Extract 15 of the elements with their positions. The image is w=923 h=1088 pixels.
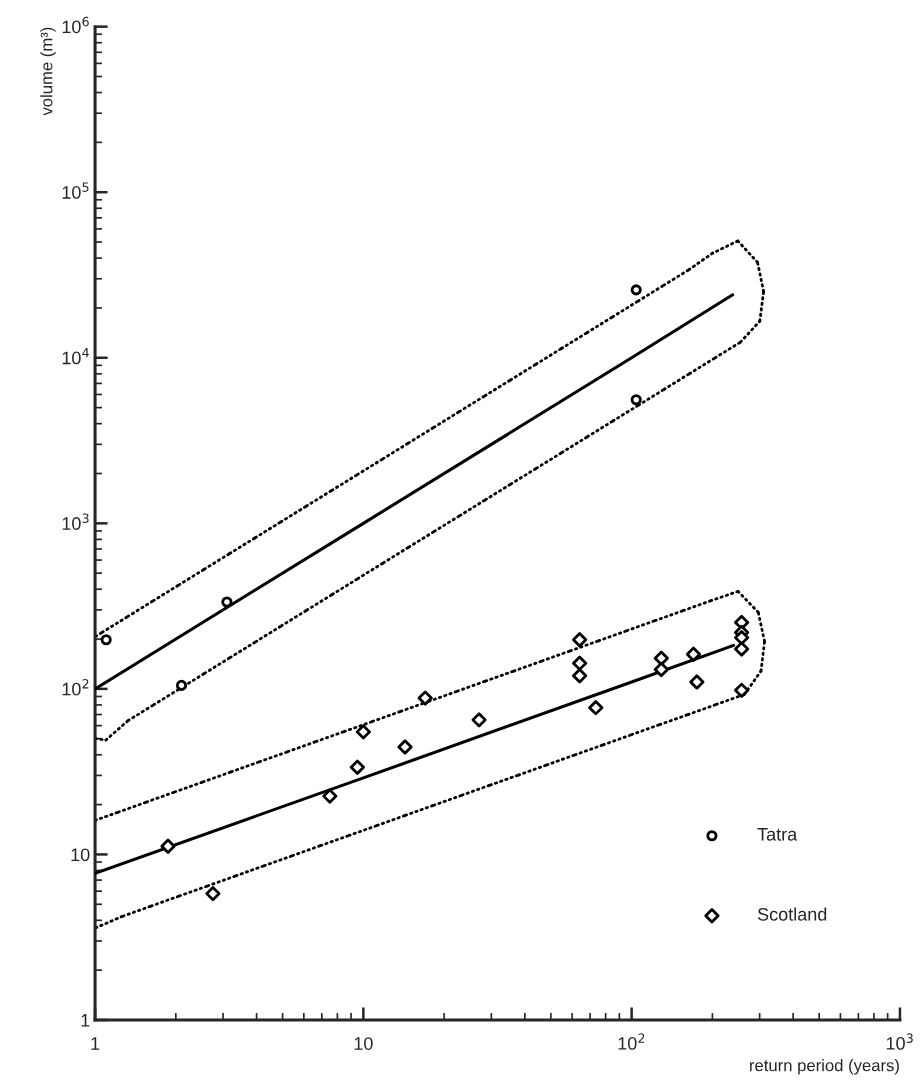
y-tick-label: 10$^{6}$ <box>62 16 89 34</box>
x-tick-label: 10$^{2}$ <box>618 1033 645 1050</box>
legend-label: Scotland <box>757 907 827 921</box>
y-tick-label: 10$^{3}$ <box>62 513 89 530</box>
x-tick-label: 10 <box>354 1037 373 1050</box>
y-axis-title: volume (m³) <box>40 27 56 116</box>
x-tick-label: 10$^{3}$ <box>886 1033 913 1050</box>
x-tick-label: 1 <box>91 1037 100 1050</box>
y-tick-label: 10$^{4}$ <box>62 348 89 365</box>
y-tick-label: 10 <box>71 848 90 862</box>
y-tick-label: 10$^{2}$ <box>62 679 89 696</box>
y-tick-label: 10$^{5}$ <box>62 182 89 199</box>
legend-label: Tatra <box>757 828 798 841</box>
y-tick-label: 1 <box>81 1014 90 1027</box>
x-axis-title: return period (years) <box>750 1059 899 1075</box>
